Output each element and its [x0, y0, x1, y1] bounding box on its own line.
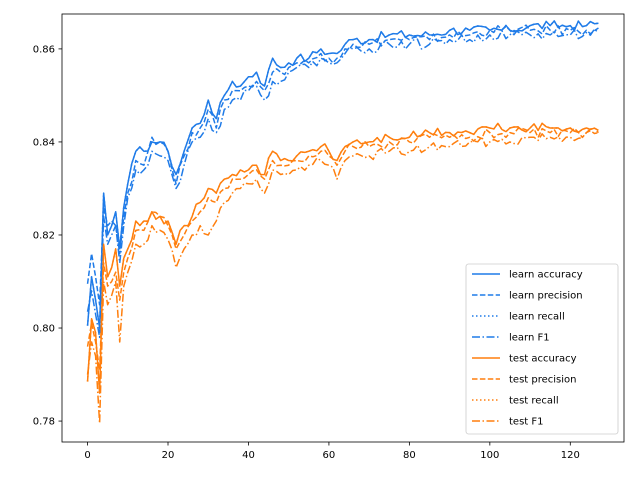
x-tick-label: 0	[84, 450, 90, 461]
series-line-learn-precision	[86, 24, 599, 306]
x-tick-label: 120	[561, 450, 580, 461]
x-tick-label: 80	[403, 450, 416, 461]
series-line-test-recall	[86, 122, 599, 394]
legend-entry-label: learn accuracy	[509, 270, 583, 281]
legend-entry-label: test precision	[509, 375, 577, 386]
series-line-learn-recall	[86, 20, 599, 329]
x-tick-label: 40	[242, 450, 255, 461]
y-tick-label: 0.80	[33, 324, 55, 335]
y-tick-label: 0.82	[33, 230, 55, 241]
y-tick-label: 0.86	[33, 44, 55, 55]
plot-frame	[61, 13, 625, 443]
legend: learn accuracy learn precision learn recal…	[465, 263, 619, 435]
series-lines	[86, 20, 600, 425]
legend-entry-label: learn recall	[509, 312, 565, 323]
x-tick-label: 100	[480, 450, 499, 461]
legend-entry-label: learn F1	[509, 333, 550, 344]
legend-entry-label: learn precision	[509, 291, 583, 302]
x-axis: 0 20 40 60 80 100 120	[84, 442, 580, 461]
y-axis: 0.78 0.80 0.82 0.84 0.86	[33, 44, 62, 428]
series-line-test-precision	[86, 127, 599, 371]
legend-box	[465, 263, 619, 435]
legend-entry-label: test recall	[509, 396, 559, 407]
y-tick-label: 0.84	[33, 137, 55, 148]
x-tick-label: 20	[162, 450, 175, 461]
x-tick-label: 60	[323, 450, 336, 461]
y-tick-label: 0.78	[33, 417, 55, 428]
legend-entry-label: test F1	[509, 417, 544, 428]
legend-entry-label: test accuracy	[509, 354, 577, 365]
series-line-learn-f1	[86, 28, 599, 339]
